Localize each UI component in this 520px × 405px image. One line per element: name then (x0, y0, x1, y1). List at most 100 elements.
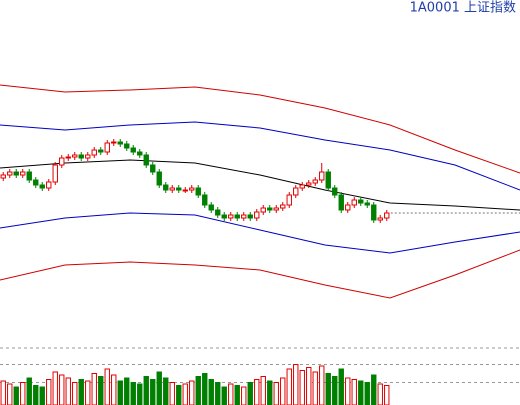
volume-bar (358, 380, 364, 405)
candle-body (221, 214, 227, 219)
candle-body (267, 207, 273, 211)
volume-bar (260, 376, 266, 405)
candle-body (182, 189, 188, 192)
volume-bar (312, 371, 318, 405)
volume-bar (65, 377, 71, 405)
candle-body (338, 194, 344, 211)
candle-body (208, 204, 214, 211)
candle-body (241, 214, 247, 219)
volume-bar (59, 374, 65, 405)
candle-body (202, 194, 208, 206)
candle-body (156, 171, 162, 186)
volume-bar (111, 374, 117, 405)
candle-body (163, 184, 169, 191)
candle-body (85, 154, 91, 159)
volume-bar (319, 365, 325, 405)
volume-bar (104, 368, 110, 405)
volume-bar (91, 373, 97, 405)
volume-bar (189, 380, 195, 405)
volume-bar (33, 385, 39, 405)
volume-bar (137, 383, 143, 405)
volume-bar (13, 386, 19, 405)
volume-bar (384, 385, 390, 405)
volume-bar (332, 376, 338, 405)
candle-body (130, 147, 136, 153)
candle-body (39, 184, 45, 189)
candle-body (124, 143, 130, 149)
candle-body (215, 209, 221, 216)
candle-body (351, 199, 357, 206)
volume-bar (98, 376, 104, 405)
volume-bar (182, 383, 188, 405)
candle-body (234, 214, 240, 219)
volume-bar (117, 380, 123, 405)
candle-body (371, 204, 377, 221)
candle-body (254, 211, 260, 219)
candle-body (150, 164, 156, 173)
volume-bar (130, 382, 136, 405)
volume-bar (247, 382, 253, 405)
candle-body (52, 164, 58, 183)
volume-bar (228, 383, 234, 405)
candle-body (59, 157, 65, 166)
candle-body (169, 187, 175, 191)
candle-body (20, 171, 26, 176)
volume-bar (78, 379, 84, 405)
volume-bar (371, 374, 377, 405)
volume-bar (345, 377, 351, 405)
candle-body (332, 187, 338, 196)
candle-body (247, 214, 253, 219)
volume-bar (0, 380, 6, 405)
candle-body (299, 184, 305, 189)
volume-bar (85, 380, 91, 405)
candle-body (0, 174, 6, 179)
candle-body (358, 199, 364, 204)
band-line (0, 159, 520, 211)
candle-body (377, 217, 383, 221)
volume-bar (351, 379, 357, 405)
volume-bar (293, 364, 299, 405)
candle-body (7, 171, 13, 176)
volume-bar (20, 382, 26, 405)
volume-bar (143, 376, 149, 405)
candle-body (280, 204, 286, 209)
candle-body (228, 214, 234, 219)
volume-bar (286, 368, 292, 405)
candle-body (293, 187, 299, 196)
volume-bar (364, 382, 370, 405)
volume-bar (267, 380, 273, 405)
volume-bar (7, 383, 13, 405)
candle-body (260, 207, 266, 213)
volume-bar (299, 370, 305, 405)
volume-bar (176, 385, 182, 405)
band-line (0, 212, 520, 254)
candle-body (137, 151, 143, 156)
volume-bar (72, 382, 78, 405)
candle-body (325, 171, 331, 189)
volume-bar (46, 379, 52, 405)
candle-body (364, 202, 370, 206)
volume-bar (306, 367, 312, 405)
volume-bar (208, 379, 214, 405)
chart-title: 1A0001 上证指数 (410, 1, 516, 16)
candle-body (176, 187, 182, 191)
volume-bar (52, 371, 58, 405)
volume-bar (195, 376, 201, 405)
candle-body (286, 194, 292, 206)
volume-bar (338, 368, 344, 405)
candle-body (384, 212, 390, 219)
volume-bar (325, 373, 331, 405)
candle-body (111, 141, 117, 144)
candle-body (78, 154, 84, 159)
candle-body (319, 171, 325, 181)
volume-bar (254, 379, 260, 405)
volume-bar (150, 379, 156, 405)
band-line (0, 121, 520, 191)
band-line (0, 84, 520, 174)
candle-body (273, 207, 279, 211)
volume-bar (163, 377, 169, 405)
candle-body (26, 171, 32, 181)
candle-body (189, 187, 195, 191)
